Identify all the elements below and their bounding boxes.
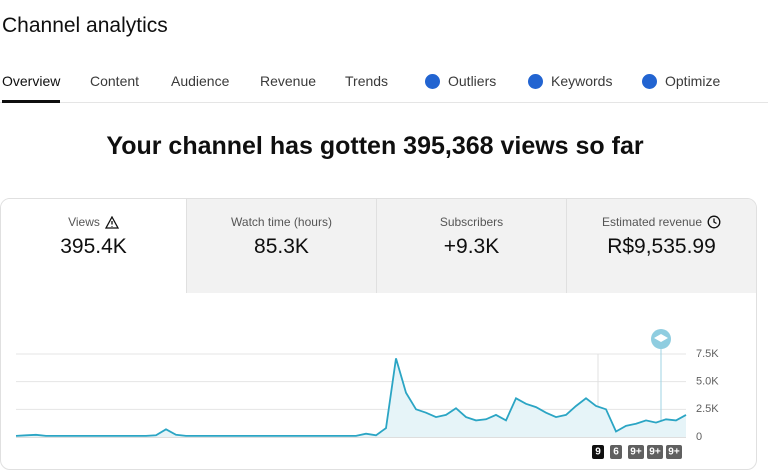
tab[interactable]: Trends — [345, 73, 388, 89]
metric-label: Subscribers — [377, 215, 566, 229]
badge-bg — [628, 445, 644, 459]
metric-tab[interactable]: Subscribers +9.3K — [376, 199, 566, 293]
milestone-cap — [654, 334, 668, 342]
tab-label: Keywords — [551, 73, 613, 89]
metric-tab[interactable]: Watch time (hours) 85.3K — [186, 199, 376, 293]
tab-icon — [528, 73, 543, 89]
metric-tab[interactable]: Views 395.4K — [1, 199, 186, 293]
tab[interactable]: Audience — [171, 73, 229, 89]
warning-icon — [104, 215, 119, 229]
tab-label: Trends — [345, 73, 389, 89]
badge-label: 9+ — [649, 447, 661, 458]
tab-label: Overview — [2, 73, 61, 89]
badge-label: 9+ — [668, 447, 680, 458]
tab-icon — [425, 73, 440, 89]
tab[interactable]: Overview — [2, 73, 61, 103]
metric-label: Views — [1, 215, 186, 229]
line — [15, 358, 687, 437]
tab-label: Outliers — [448, 73, 497, 89]
badge-label: 9+ — [630, 447, 642, 458]
chart: 0 2.5K 5.0K 7.5K 9 6 9+ 9+ 9+ — [15, 329, 719, 459]
y-tick-label: 0 — [696, 431, 702, 443]
tab[interactable]: Content — [90, 73, 139, 89]
page-title: Channel analytics — [2, 14, 168, 37]
badge[interactable]: 9+ — [628, 445, 644, 459]
metric-tab[interactable]: Estimated revenue R$9,535.99 — [566, 199, 756, 293]
metric-value: 85.3K — [254, 235, 309, 258]
badge[interactable]: 9+ — [666, 445, 682, 459]
metric-label-text: Subscribers — [439, 215, 504, 229]
badge[interactable]: 9+ — [647, 445, 663, 459]
metric-value: R$9,535.99 — [607, 235, 716, 258]
tab[interactable]: Keywords — [528, 73, 612, 89]
tab-label: Optimize — [665, 73, 721, 89]
metric-label: Watch time (hours) — [187, 215, 376, 229]
badge-bg — [592, 445, 604, 459]
badge-label: 6 — [613, 447, 619, 458]
tab-label: Content — [90, 73, 140, 89]
badge-label: 9 — [595, 447, 601, 458]
metric-value: 395.4K — [60, 235, 127, 258]
tab-icon — [642, 73, 657, 89]
tab-label: Revenue — [260, 73, 317, 89]
metric-label-text: Watch time (hours) — [231, 215, 332, 229]
badge[interactable]: 9 — [592, 445, 604, 459]
badge-bg — [610, 445, 622, 459]
y-tick-label: 2.5K — [696, 403, 719, 415]
badge-bg — [666, 445, 682, 459]
badge[interactable]: 6 — [610, 445, 622, 459]
tab[interactable]: Outliers — [425, 73, 496, 89]
metric-label-text: Views — [68, 215, 100, 229]
clock-icon — [707, 215, 721, 229]
area — [16, 358, 686, 437]
badge-bg — [647, 445, 663, 459]
milestone-icon[interactable] — [651, 329, 671, 349]
metric-value: +9.3K — [443, 235, 500, 258]
tab-bar: Overview Content Audience Revenue Trends Outl… — [0, 70, 768, 103]
tab[interactable]: Optimize — [642, 73, 720, 89]
metric-label-text: Estimated revenue — [601, 215, 703, 229]
metric-label: Estimated revenue — [567, 215, 756, 229]
y-tick-label: 7.5K — [696, 348, 719, 360]
metrics-card: Views 395.4K Watch time (hours) 85.3K Subscr… — [0, 198, 757, 470]
y-tick-label: 5.0K — [696, 376, 719, 388]
headline: Your channel has gotten 395,368 views so… — [106, 132, 644, 160]
tab-label: Audience — [171, 73, 230, 89]
tab[interactable]: Revenue — [260, 73, 316, 89]
